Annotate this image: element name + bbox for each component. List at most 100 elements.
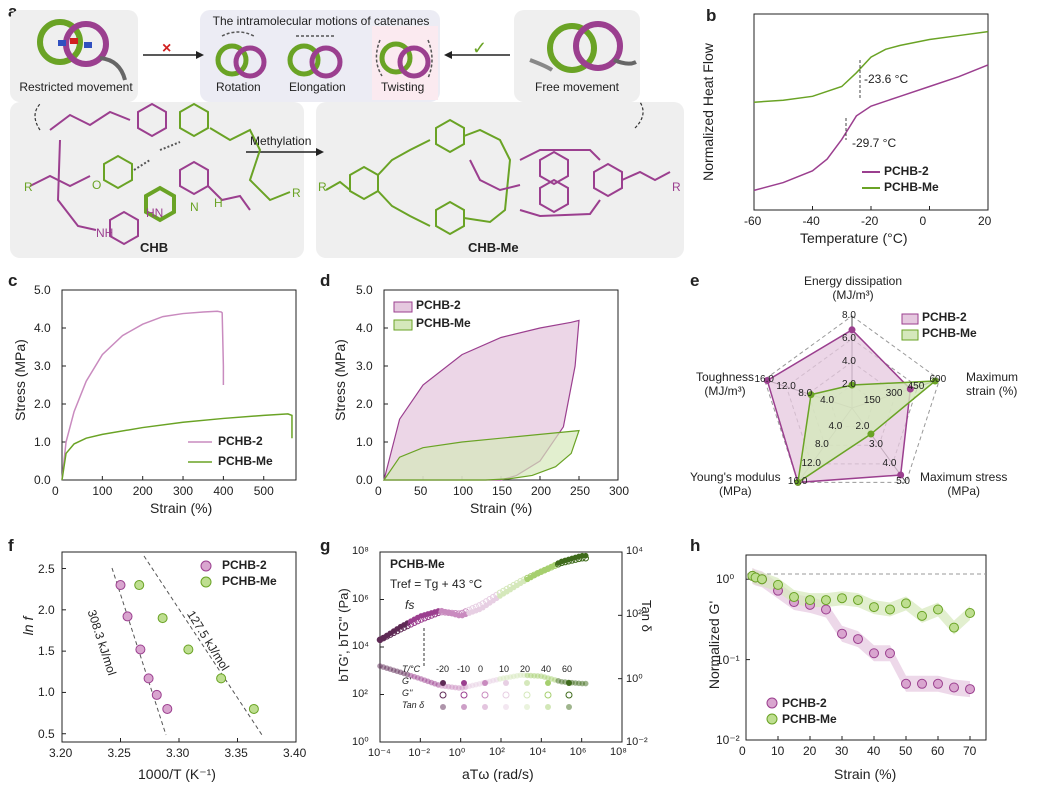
d-ytick-label: 1.0 — [356, 435, 373, 449]
free-catenane-icon — [529, 21, 637, 73]
h-point-pchb-2 — [965, 684, 975, 695]
radar-tick-label: 450 — [907, 380, 925, 392]
radar-tick-label: 600 — [929, 373, 947, 385]
h-point-pchb-2 — [853, 634, 863, 645]
radar-point-pchb-me — [867, 430, 875, 438]
h-point-pchb-2 — [917, 678, 927, 689]
e-axis-stress: Maximum stress (MPa) — [920, 470, 1008, 498]
g-point-gdoubleprime — [582, 554, 590, 562]
b-xtick-label: -40 — [802, 214, 820, 228]
f-point-pchb-2 — [143, 673, 154, 684]
radar-point-pchb-2 — [897, 471, 905, 479]
series-pchb-me-loop — [382, 429, 580, 481]
g-ytick-label: 10⁸ — [352, 545, 369, 557]
panel-label-e: e — [690, 271, 700, 290]
h-point-pchb-me — [853, 595, 863, 606]
g-legend-gdoubleprime-dot — [481, 691, 489, 699]
e-legend-pchb-2: PCHB-2 — [922, 310, 967, 324]
restricted-movement-label: Restricted movement — [19, 80, 133, 94]
g-xtick-label: 10⁻² — [408, 747, 431, 759]
radar-point-pchb-me — [807, 391, 815, 399]
rotation-catenane-icon — [215, 31, 267, 79]
h-xtick-label: 40 — [867, 744, 881, 758]
g-legend-tandelta-dot — [524, 704, 530, 710]
f-point-pchb-me — [183, 644, 194, 655]
c-ytick-label: 2.0 — [34, 397, 51, 411]
d-xtick-label: 50 — [414, 484, 428, 498]
g-ytick-label: 10⁴ — [352, 640, 369, 652]
c-legend-pchb-2: PCHB-2 — [218, 434, 263, 448]
e-axis-energy: Energy dissipation (MJ/m³) — [803, 274, 903, 302]
f-xlabel: 1000/T (K⁻¹) — [138, 766, 216, 782]
f-ytick-label: 2.0 — [38, 602, 55, 617]
h-xtick-label: 30 — [835, 744, 849, 758]
twisting-catenane-icon — [372, 26, 438, 100]
d-xtick-label: 150 — [492, 484, 513, 498]
r-group-right-me: R — [672, 180, 681, 194]
g-point-gdoubleprime — [404, 622, 411, 630]
e-axis-strain: Maximum strain (%) — [966, 370, 1019, 398]
g-y2tick-label: 10² — [626, 608, 642, 621]
radar-tick-label: 4.0 — [828, 420, 843, 432]
radar-tick-label: 16.0 — [754, 373, 774, 385]
h-point-pchb-2 — [869, 648, 879, 659]
c-xtick-label: 0 — [52, 484, 59, 498]
c-xtick-label: 500 — [253, 484, 274, 498]
g-tref: Tref = Tg + 43 °C — [390, 577, 483, 591]
f-point-pchb-me — [157, 613, 168, 624]
radar-point-pchb-2 — [763, 376, 771, 384]
h-point-pchb-me — [837, 593, 847, 604]
c-xtick-label: 300 — [173, 484, 194, 498]
f-point-pchb-2 — [151, 689, 162, 700]
h-legend-pchb-me: PCHB-Me — [782, 712, 837, 726]
g-legend-gprime-dot — [545, 680, 551, 686]
f-ytick-label: 0.5 — [38, 726, 55, 741]
f-point-pchb-me — [248, 703, 259, 714]
g-legend-temp: 40 — [541, 664, 552, 674]
radar-tick-label: 5.0 — [896, 476, 910, 488]
f-xtick-label: 3.20 — [49, 746, 73, 760]
g-point-gdoubleprime — [397, 625, 404, 633]
h-point-pchb-2 — [933, 678, 943, 689]
h-ytick-label: 10⁰ — [716, 572, 735, 587]
d-xlabel: Strain (%) — [470, 500, 533, 516]
g-point-gdoubleprime — [407, 621, 415, 628]
fit-line-pchb-me — [143, 555, 263, 736]
c-legend-pchb-me: PCHB-Me — [218, 454, 273, 468]
series-pchb-me-line — [61, 413, 293, 481]
b-ann-me: -23.6 °C — [864, 72, 909, 86]
h-xtick-label: 50 — [899, 744, 913, 758]
g-point-gdoubleprime — [431, 610, 439, 618]
f-point-pchb-2 — [115, 580, 126, 591]
chbme-label: CHB-Me — [468, 240, 519, 255]
g-legend-gprime-dot — [566, 680, 572, 686]
b-xtick-label: 0 — [919, 214, 927, 228]
c-xtick-label: 400 — [213, 484, 234, 498]
g-point-gdoubleprime — [417, 616, 425, 623]
g-legend-temp: 60 — [562, 664, 573, 674]
g-xtick-label: 10⁸ — [610, 746, 627, 758]
g-ytick-label: 10⁰ — [352, 736, 369, 748]
g-xtick-label: 10⁻⁴ — [368, 747, 391, 759]
check-mark-icon: ✓ — [472, 38, 488, 58]
d-ytick-label: 4.0 — [356, 321, 373, 335]
g-xtick-label: 10⁴ — [529, 746, 547, 758]
h-point-pchb-me — [901, 598, 911, 609]
g-legend-gprime-dot — [440, 680, 446, 686]
radar-point-pchb-me — [931, 377, 939, 385]
g-y2tick-label: 10⁴ — [626, 545, 643, 557]
radar-tick-label: 150 — [863, 394, 881, 406]
d-ytick-label: 5.0 — [356, 283, 373, 297]
f-ytick-label: 1.0 — [38, 685, 55, 700]
g-legend-temp: -20 — [436, 664, 450, 674]
twisting-label: Twisting — [381, 80, 425, 94]
g-xtick-label: 10⁶ — [569, 746, 587, 758]
g-point-gdoubleprime — [414, 617, 422, 625]
g-legend-row-label: G' — [402, 676, 411, 686]
e-legend-pchb-me: PCHB-Me — [922, 326, 977, 340]
g-point-gdoubleprime — [568, 557, 576, 564]
d-xtick-label: 200 — [531, 484, 552, 498]
